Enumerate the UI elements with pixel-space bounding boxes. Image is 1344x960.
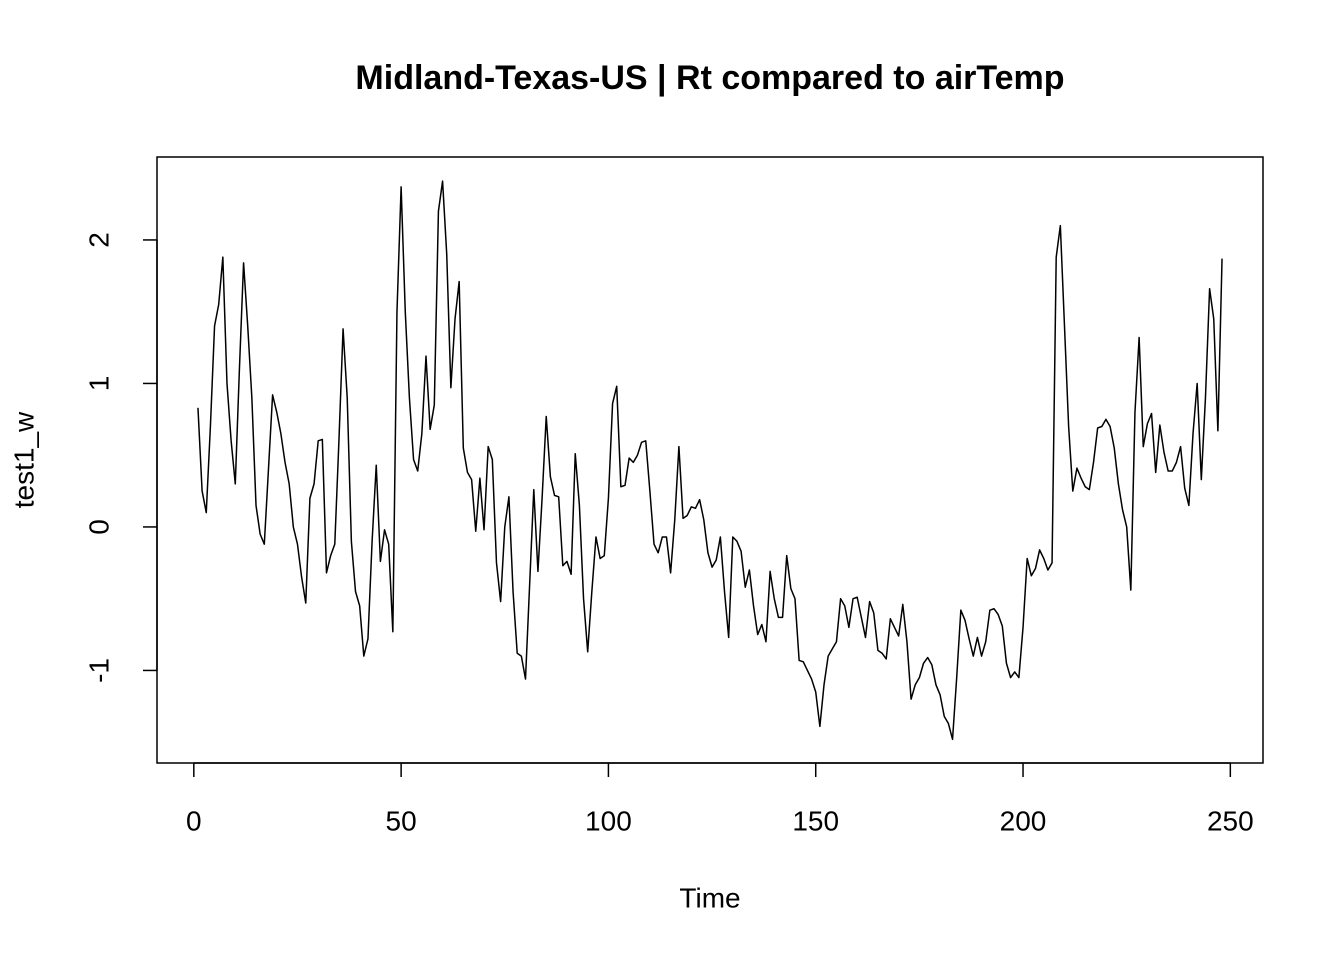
y-axis-label: test1_w — [8, 411, 39, 508]
y-tick-label: 1 — [83, 376, 114, 392]
x-tick-label: 150 — [792, 805, 839, 836]
chart-title: Midland-Texas-US | Rt compared to airTem… — [355, 59, 1064, 97]
x-tick-label: 0 — [186, 805, 202, 836]
x-tick-label: 250 — [1207, 805, 1254, 836]
y-tick-label: 2 — [83, 232, 114, 248]
x-tick-label: 100 — [585, 805, 632, 836]
x-axis-label: Time — [679, 882, 740, 913]
y-tick-label: 0 — [83, 519, 114, 535]
x-tick-label: 200 — [1000, 805, 1047, 836]
data-line — [197, 180, 1223, 741]
x-tick-label: 50 — [386, 805, 417, 836]
y-tick-label: -1 — [83, 658, 114, 683]
